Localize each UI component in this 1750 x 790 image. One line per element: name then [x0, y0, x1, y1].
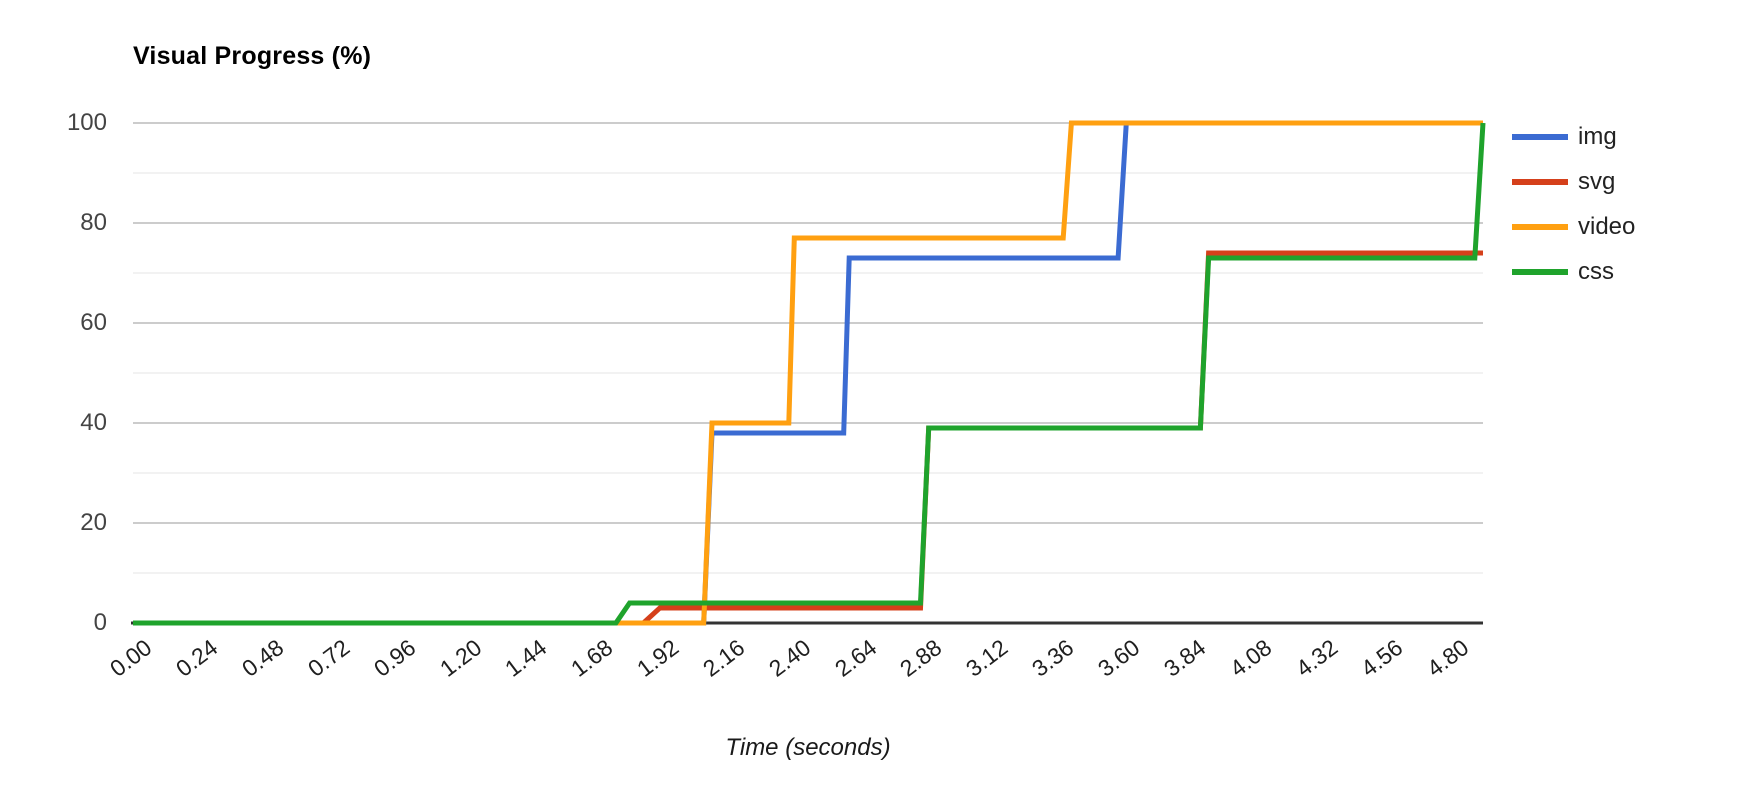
- y-tick-label-20: 20: [80, 509, 107, 536]
- x-axis-title: Time (seconds): [725, 734, 891, 761]
- y-tick-label-40: 40: [80, 409, 107, 436]
- legend-item-svg: svg: [1512, 168, 1635, 195]
- legend: img svg video css: [1512, 123, 1636, 304]
- legend-label-svg: svg: [1578, 168, 1616, 195]
- legend-label-css: css: [1578, 258, 1614, 285]
- legend-swatch-img: [1512, 134, 1568, 140]
- legend-swatch-video: [1512, 224, 1568, 230]
- legend-item-video: video: [1512, 213, 1636, 240]
- legend-item-img: img: [1512, 123, 1635, 150]
- legend-swatch-svg: [1512, 179, 1568, 185]
- legend-swatch-css: [1512, 269, 1568, 275]
- series-line-svg: [133, 250, 1483, 626]
- y-tick-label-0: 0: [93, 609, 107, 636]
- series-line-css: [133, 122, 1486, 626]
- y-tick-label-100: 100: [66, 109, 107, 136]
- y-tick-label-60: 60: [80, 309, 107, 336]
- y-tick-label-80: 80: [80, 209, 107, 236]
- chart-title: Visual Progress (%): [133, 42, 372, 70]
- legend-item-css: css: [1512, 258, 1635, 285]
- legend-label-img: img: [1578, 123, 1617, 150]
- series-line-video: [133, 120, 1483, 626]
- legend-label-video: video: [1578, 213, 1636, 240]
